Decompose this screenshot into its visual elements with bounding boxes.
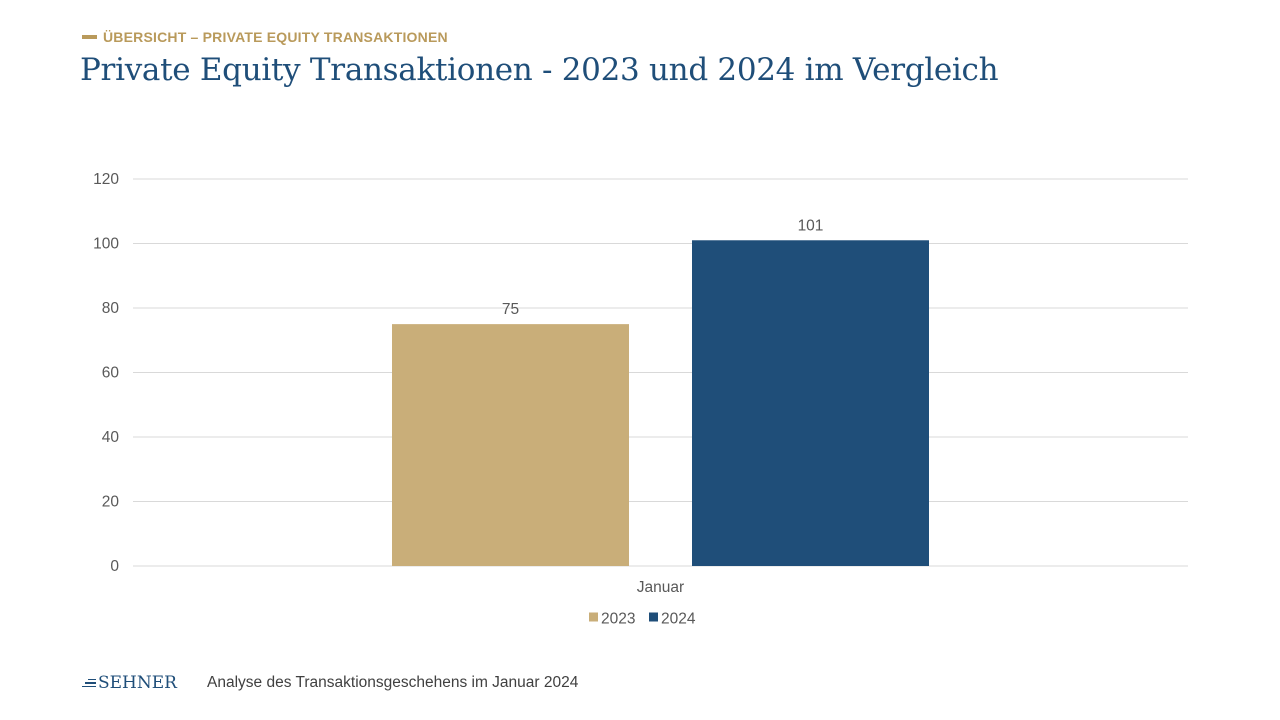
x-tick-label: Januar (637, 579, 684, 596)
y-tick-label: 20 (102, 494, 120, 511)
kicker-bar (82, 35, 97, 39)
legend-swatch-2023 (589, 612, 598, 622)
logo-text: SEHNER (98, 673, 177, 693)
y-tick-label: 120 (93, 171, 119, 188)
y-tick-label: 40 (102, 429, 120, 446)
legend-swatch-2024 (649, 612, 658, 622)
footer-caption: Analyse des Transaktionsgeschehens im Ja… (207, 674, 579, 691)
y-tick-label: 60 (102, 365, 120, 382)
gridlines (133, 178, 1188, 567)
bars (392, 240, 929, 566)
bar-2024 (692, 240, 929, 566)
legend-label: 2024 (661, 611, 696, 628)
section-kicker: ÜBERSICHT – PRIVATE EQUITY TRANSAKTIONEN (82, 29, 448, 45)
x-axis-ticks: Januar (637, 579, 684, 596)
data-label: 101 (798, 217, 824, 234)
logo-mark-icon (82, 678, 96, 689)
page-title: Private Equity Transaktionen - 2023 und … (80, 52, 999, 88)
company-logo: SEHNER (82, 673, 177, 693)
legend-label: 2023 (601, 611, 635, 628)
data-labels: 75 101 (502, 217, 824, 318)
y-tick-label: 0 (110, 558, 119, 575)
y-tick-label: 80 (102, 300, 120, 317)
data-label: 75 (502, 301, 519, 318)
kicker-text: ÜBERSICHT – PRIVATE EQUITY TRANSAKTIONEN (103, 29, 448, 45)
y-axis-ticks: 0 20 40 60 80 100 120 (93, 171, 119, 575)
legend: 2023 2024 (589, 611, 696, 628)
y-tick-label: 100 (93, 236, 119, 253)
bar-2023 (392, 324, 629, 566)
